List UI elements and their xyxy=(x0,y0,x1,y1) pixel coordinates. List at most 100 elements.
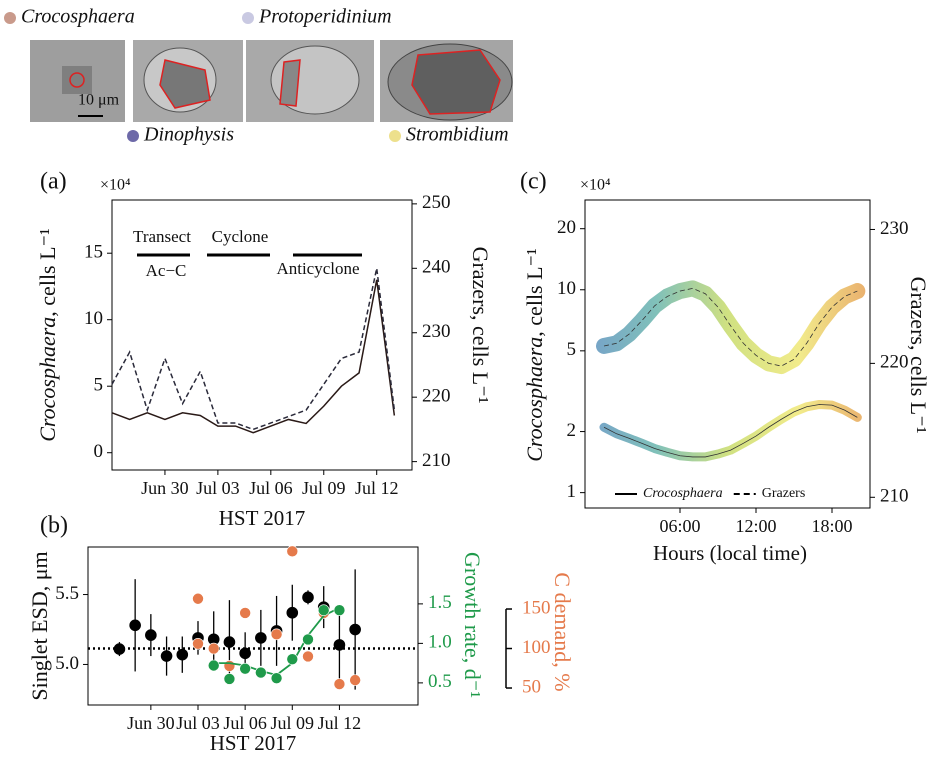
legend-label: Grazers xyxy=(762,486,806,501)
y-tick-label: 20 xyxy=(557,217,576,238)
point xyxy=(129,619,141,632)
x-tick-label: Jun 30 xyxy=(141,478,189,498)
legend-label: Protoperidinium xyxy=(258,6,392,28)
point xyxy=(223,660,236,672)
annotation: Anticyclone xyxy=(276,259,359,278)
y-axis-label: Singlet ESD, μm xyxy=(27,551,52,700)
annotation: Ac−C xyxy=(146,261,187,280)
y-axis-label: Crocosphaera, cells L⁻¹ xyxy=(35,228,60,442)
y3-tick-label: 50 xyxy=(522,676,541,697)
legend-label: Dinophysis xyxy=(143,124,234,146)
point xyxy=(223,673,236,685)
axis-exponent: ×10⁴ xyxy=(580,177,611,194)
plot-frame xyxy=(584,199,871,509)
series-line xyxy=(111,279,396,434)
y3-tick-label: 150 xyxy=(522,597,551,618)
point xyxy=(207,642,220,655)
x-tick-label: Jul 12 xyxy=(355,478,399,498)
legend-marker xyxy=(242,12,254,24)
outline xyxy=(411,49,501,115)
annotation: Cyclone xyxy=(212,227,269,246)
point xyxy=(145,629,157,641)
point xyxy=(349,623,361,636)
point xyxy=(349,674,361,686)
point xyxy=(192,592,204,605)
y2-tick-label: 210 xyxy=(422,450,451,471)
point xyxy=(302,650,314,663)
point xyxy=(286,545,299,558)
micrograph-inset xyxy=(62,66,92,94)
x-axis-label: Hours (local time) xyxy=(653,541,807,565)
y2-axis-label: Growth rate, d⁻¹ xyxy=(460,552,485,698)
label-part: Crocosphaera xyxy=(35,317,60,442)
point xyxy=(286,653,299,665)
point xyxy=(302,591,314,604)
point xyxy=(192,637,204,650)
y2-tick-label: 230 xyxy=(422,321,451,342)
x-tick-label: Jul 03 xyxy=(176,713,220,733)
panel-label: (a) xyxy=(40,169,67,195)
series-band xyxy=(596,280,866,375)
plot-frame xyxy=(87,546,419,706)
x-axis-label: HST 2017 xyxy=(210,731,297,755)
y-tick-label: 5.0 xyxy=(55,653,79,674)
point xyxy=(270,672,283,684)
y2-tick-label: 1.0 xyxy=(428,632,452,653)
y2-tick-label: 230 xyxy=(880,218,909,239)
x-tick-label: Jul 12 xyxy=(318,713,362,733)
x-tick-label: Jun 30 xyxy=(127,713,175,733)
y3-axis-label: C demand, % xyxy=(550,572,575,691)
outline xyxy=(159,59,211,109)
outline xyxy=(69,72,85,88)
x-tick-label: Jul 06 xyxy=(249,478,293,498)
point xyxy=(113,643,126,655)
panel-label: (b) xyxy=(40,513,68,539)
y-tick-label: 1 xyxy=(567,481,577,502)
y-tick-label: 15 xyxy=(84,242,103,263)
plot-frame xyxy=(111,199,413,471)
legend-marker xyxy=(4,12,16,24)
series-band xyxy=(599,399,862,462)
x-tick-label: 06:00 xyxy=(659,516,700,536)
point xyxy=(333,678,346,690)
x-tick-label: 12:00 xyxy=(735,516,776,536)
point xyxy=(160,650,173,662)
y-tick-label: 5 xyxy=(94,375,104,396)
x-tick-label: 18:00 xyxy=(811,516,852,536)
point xyxy=(255,632,267,644)
y2-tick-label: 0.5 xyxy=(428,671,452,692)
label-part: , cells L⁻¹ xyxy=(522,248,547,336)
point xyxy=(333,639,346,651)
point xyxy=(239,647,251,660)
y-tick-label: 0 xyxy=(94,441,104,462)
series-line xyxy=(603,287,858,367)
point xyxy=(255,666,267,679)
legend-marker xyxy=(389,130,401,142)
y2-axis-label: Grazers, cells L⁻¹ xyxy=(468,247,493,404)
y2-tick-label: 210 xyxy=(880,486,909,507)
micrographs xyxy=(30,40,513,122)
scale-bar-label: 10 μm xyxy=(78,92,120,109)
x-axis-label: HST 2017 xyxy=(219,506,306,530)
annotation: Transect xyxy=(133,227,191,246)
series-line xyxy=(603,404,858,458)
y-tick-label: 10 xyxy=(84,308,103,329)
x-tick-label: Jul 06 xyxy=(223,713,267,733)
y3-tick-label: 100 xyxy=(522,637,551,658)
point xyxy=(239,662,251,675)
point xyxy=(302,633,314,646)
y-tick-label: 5 xyxy=(567,339,577,360)
point xyxy=(176,648,189,661)
point xyxy=(333,604,346,617)
outline xyxy=(279,59,301,107)
point xyxy=(239,607,251,619)
point xyxy=(286,606,299,619)
label-part: , cells L⁻¹ xyxy=(35,228,60,316)
series-line xyxy=(111,268,396,431)
y-tick-label: 5.5 xyxy=(55,583,79,604)
y2-tick-label: 1.5 xyxy=(428,592,452,613)
y2-tick-label: 250 xyxy=(422,192,451,213)
x-tick-label: Jul 09 xyxy=(302,478,346,498)
x-tick-label: Jul 03 xyxy=(196,478,240,498)
